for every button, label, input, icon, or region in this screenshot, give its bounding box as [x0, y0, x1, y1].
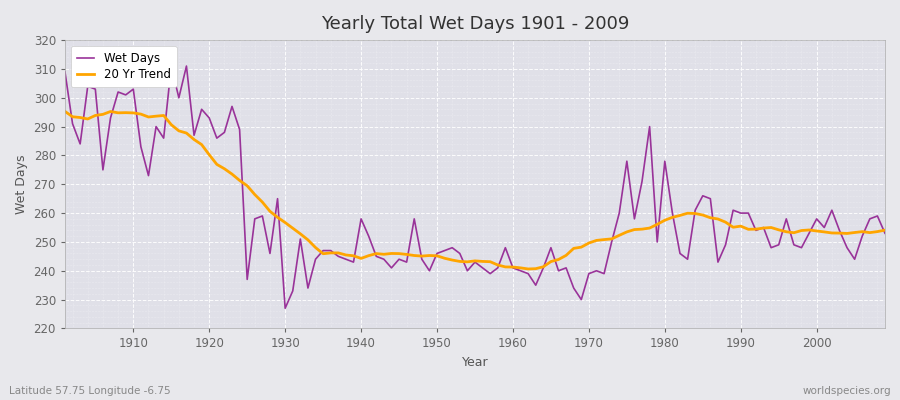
- Wet Days: [515, 268, 526, 273]
- 20 Yr Trend: [500, 264, 511, 269]
- 20 Yr Trend: [879, 228, 890, 232]
- Wet Days: [348, 260, 359, 264]
- Wet Days: [302, 286, 313, 290]
- 20 Yr Trend: [333, 250, 344, 255]
- Text: Latitude 57.75 Longitude -6.75: Latitude 57.75 Longitude -6.75: [9, 386, 171, 396]
- Legend: Wet Days, 20 Yr Trend: Wet Days, 20 Yr Trend: [71, 46, 176, 87]
- Wet Days: [523, 271, 534, 276]
- Line: Wet Days: Wet Days: [65, 66, 885, 308]
- Line: 20 Yr Trend: 20 Yr Trend: [65, 112, 885, 269]
- Text: worldspecies.org: worldspecies.org: [803, 386, 891, 396]
- Wet Days: [280, 306, 291, 311]
- Wet Days: [166, 64, 176, 68]
- 20 Yr Trend: [523, 266, 534, 271]
- 20 Yr Trend: [121, 110, 131, 115]
- X-axis label: Year: Year: [462, 356, 489, 369]
- 20 Yr Trend: [59, 109, 70, 114]
- Title: Yearly Total Wet Days 1901 - 2009: Yearly Total Wet Days 1901 - 2009: [320, 15, 629, 33]
- Wet Days: [879, 231, 890, 236]
- Wet Days: [614, 211, 625, 216]
- 20 Yr Trend: [508, 265, 518, 270]
- Wet Days: [121, 92, 131, 97]
- 20 Yr Trend: [607, 236, 617, 241]
- Wet Days: [59, 70, 70, 74]
- 20 Yr Trend: [287, 226, 298, 230]
- Y-axis label: Wet Days: Wet Days: [15, 154, 28, 214]
